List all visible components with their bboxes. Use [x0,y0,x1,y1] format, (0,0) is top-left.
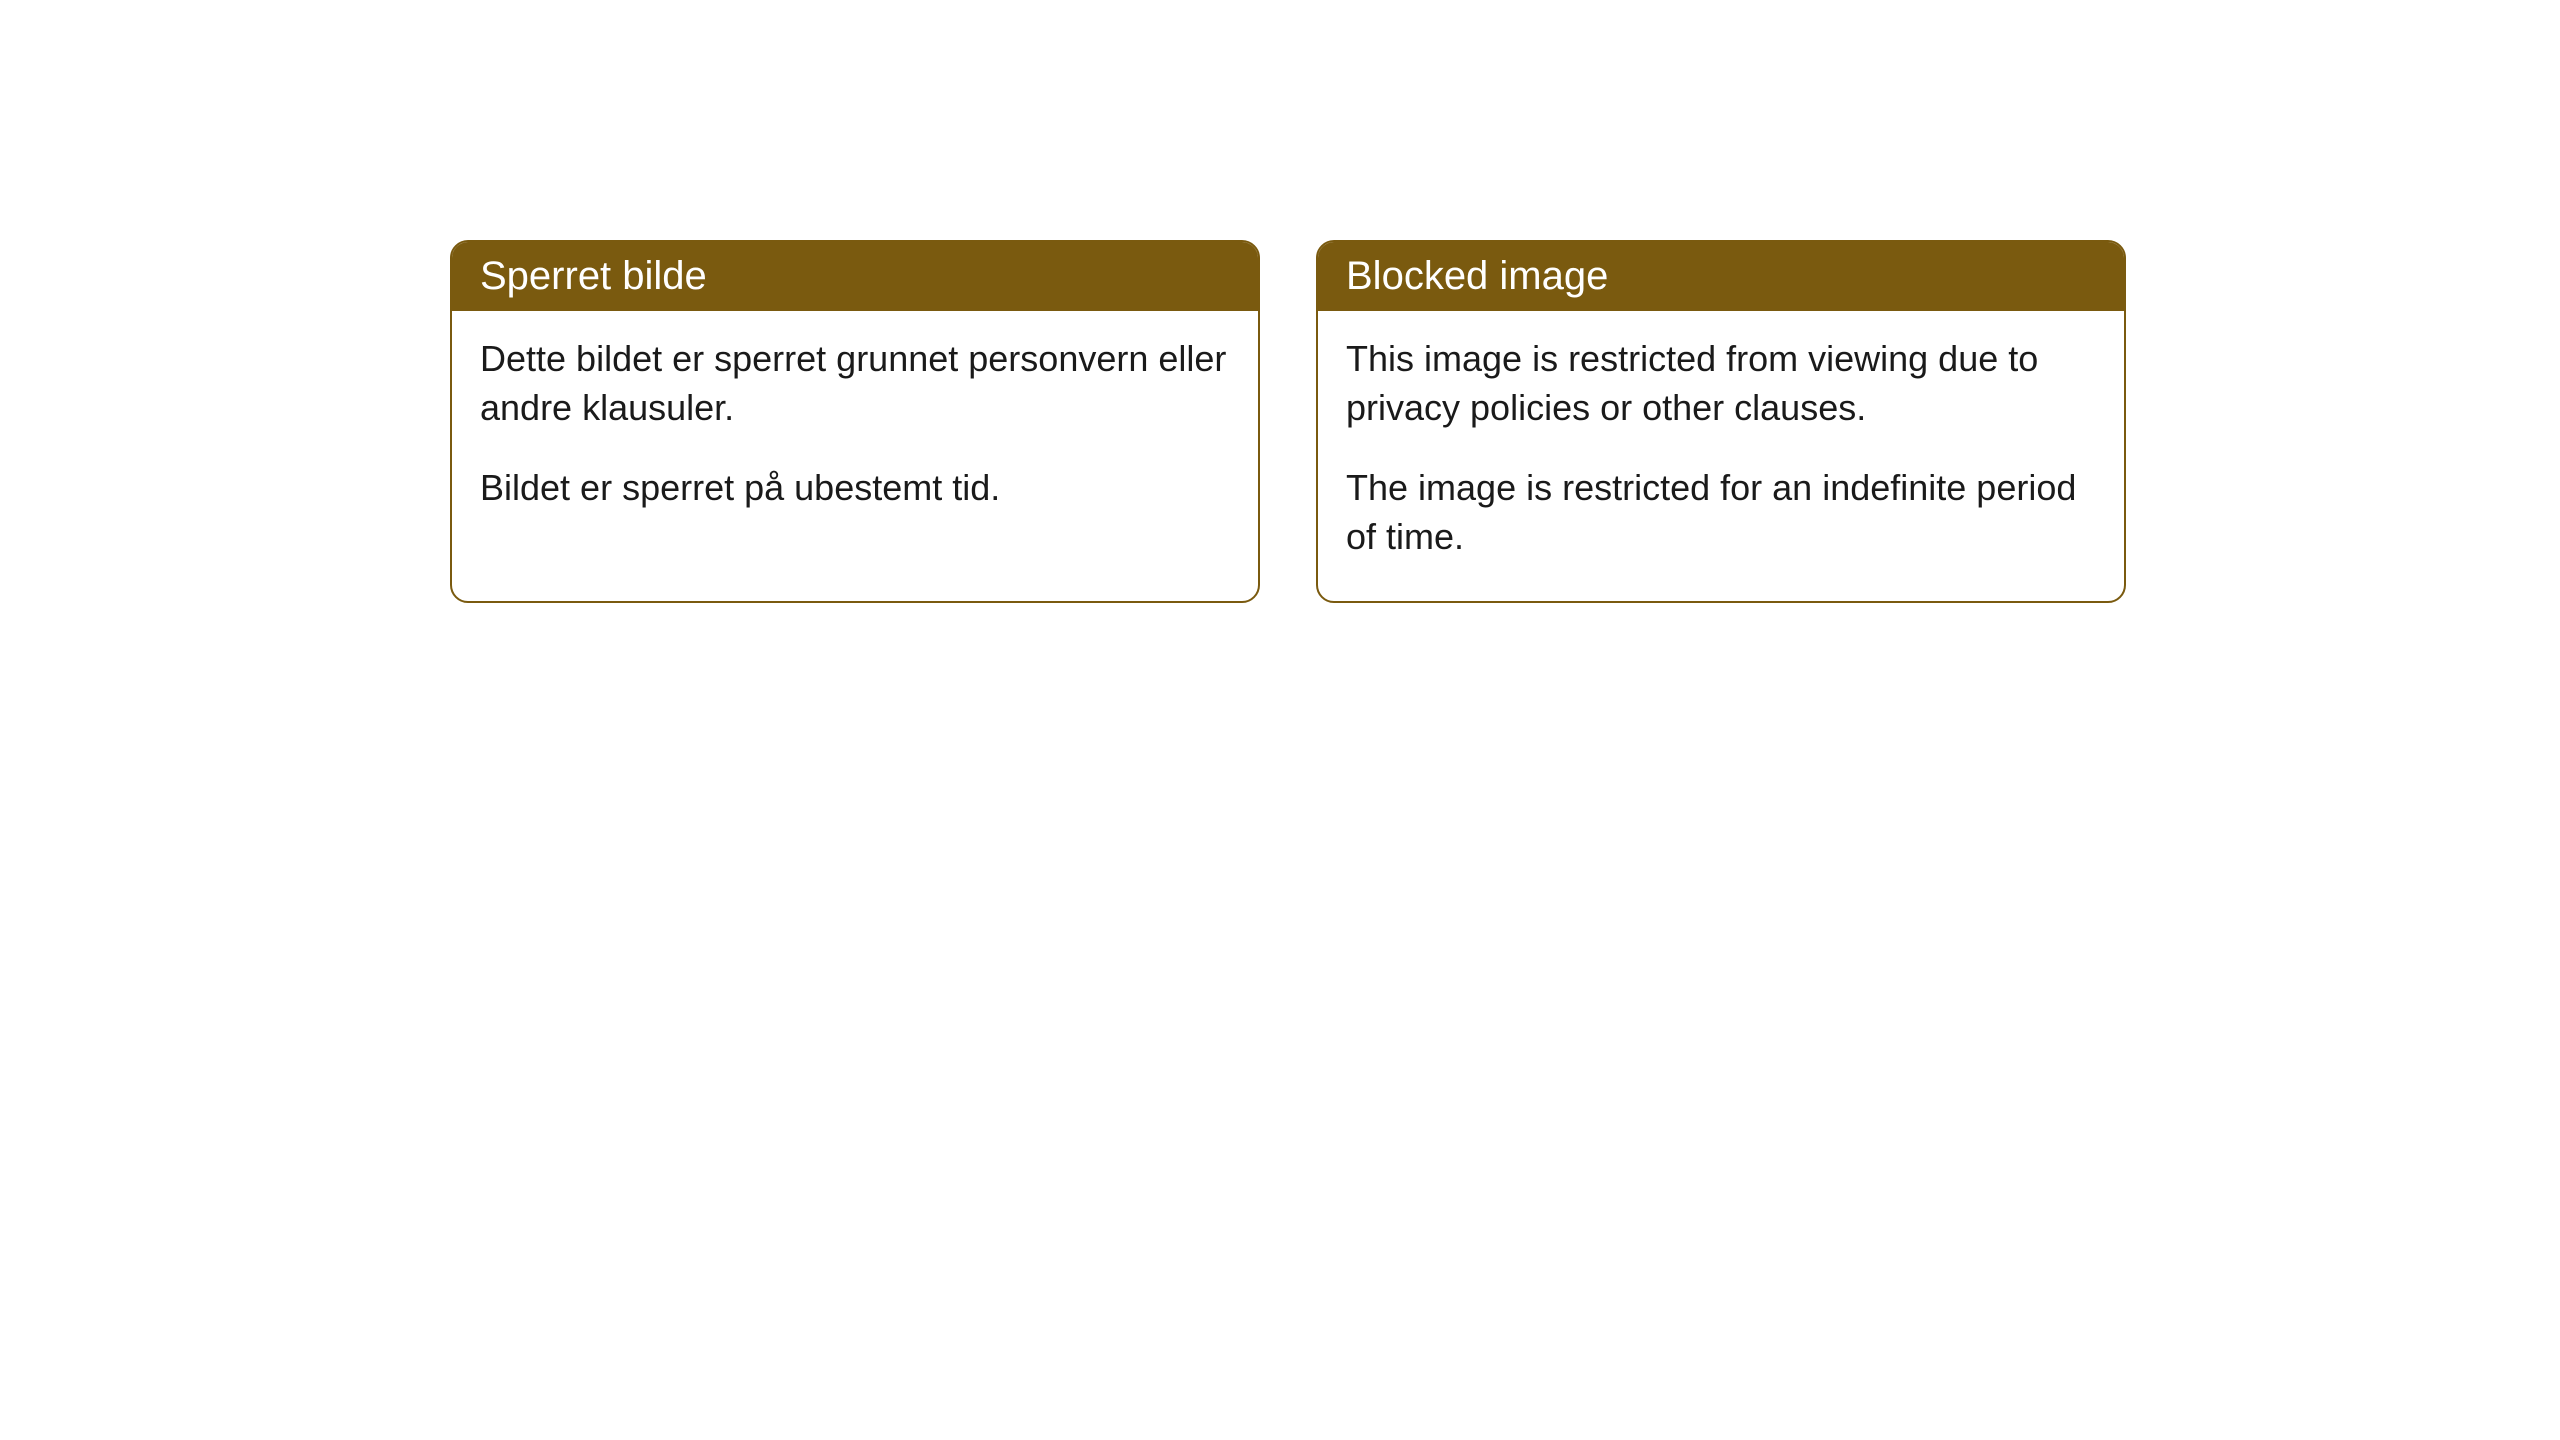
card-paragraph: This image is restricted from viewing du… [1346,335,2096,432]
card-body: Dette bildet er sperret grunnet personve… [452,311,1258,553]
card-paragraph: The image is restricted for an indefinit… [1346,464,2096,561]
notice-card-english: Blocked image This image is restricted f… [1316,240,2126,603]
card-paragraph: Bildet er sperret på ubestemt tid. [480,464,1230,513]
card-body: This image is restricted from viewing du… [1318,311,2124,601]
card-header: Sperret bilde [452,242,1258,311]
card-paragraph: Dette bildet er sperret grunnet personve… [480,335,1230,432]
notice-cards-container: Sperret bilde Dette bildet er sperret gr… [450,240,2126,603]
notice-card-norwegian: Sperret bilde Dette bildet er sperret gr… [450,240,1260,603]
card-header: Blocked image [1318,242,2124,311]
